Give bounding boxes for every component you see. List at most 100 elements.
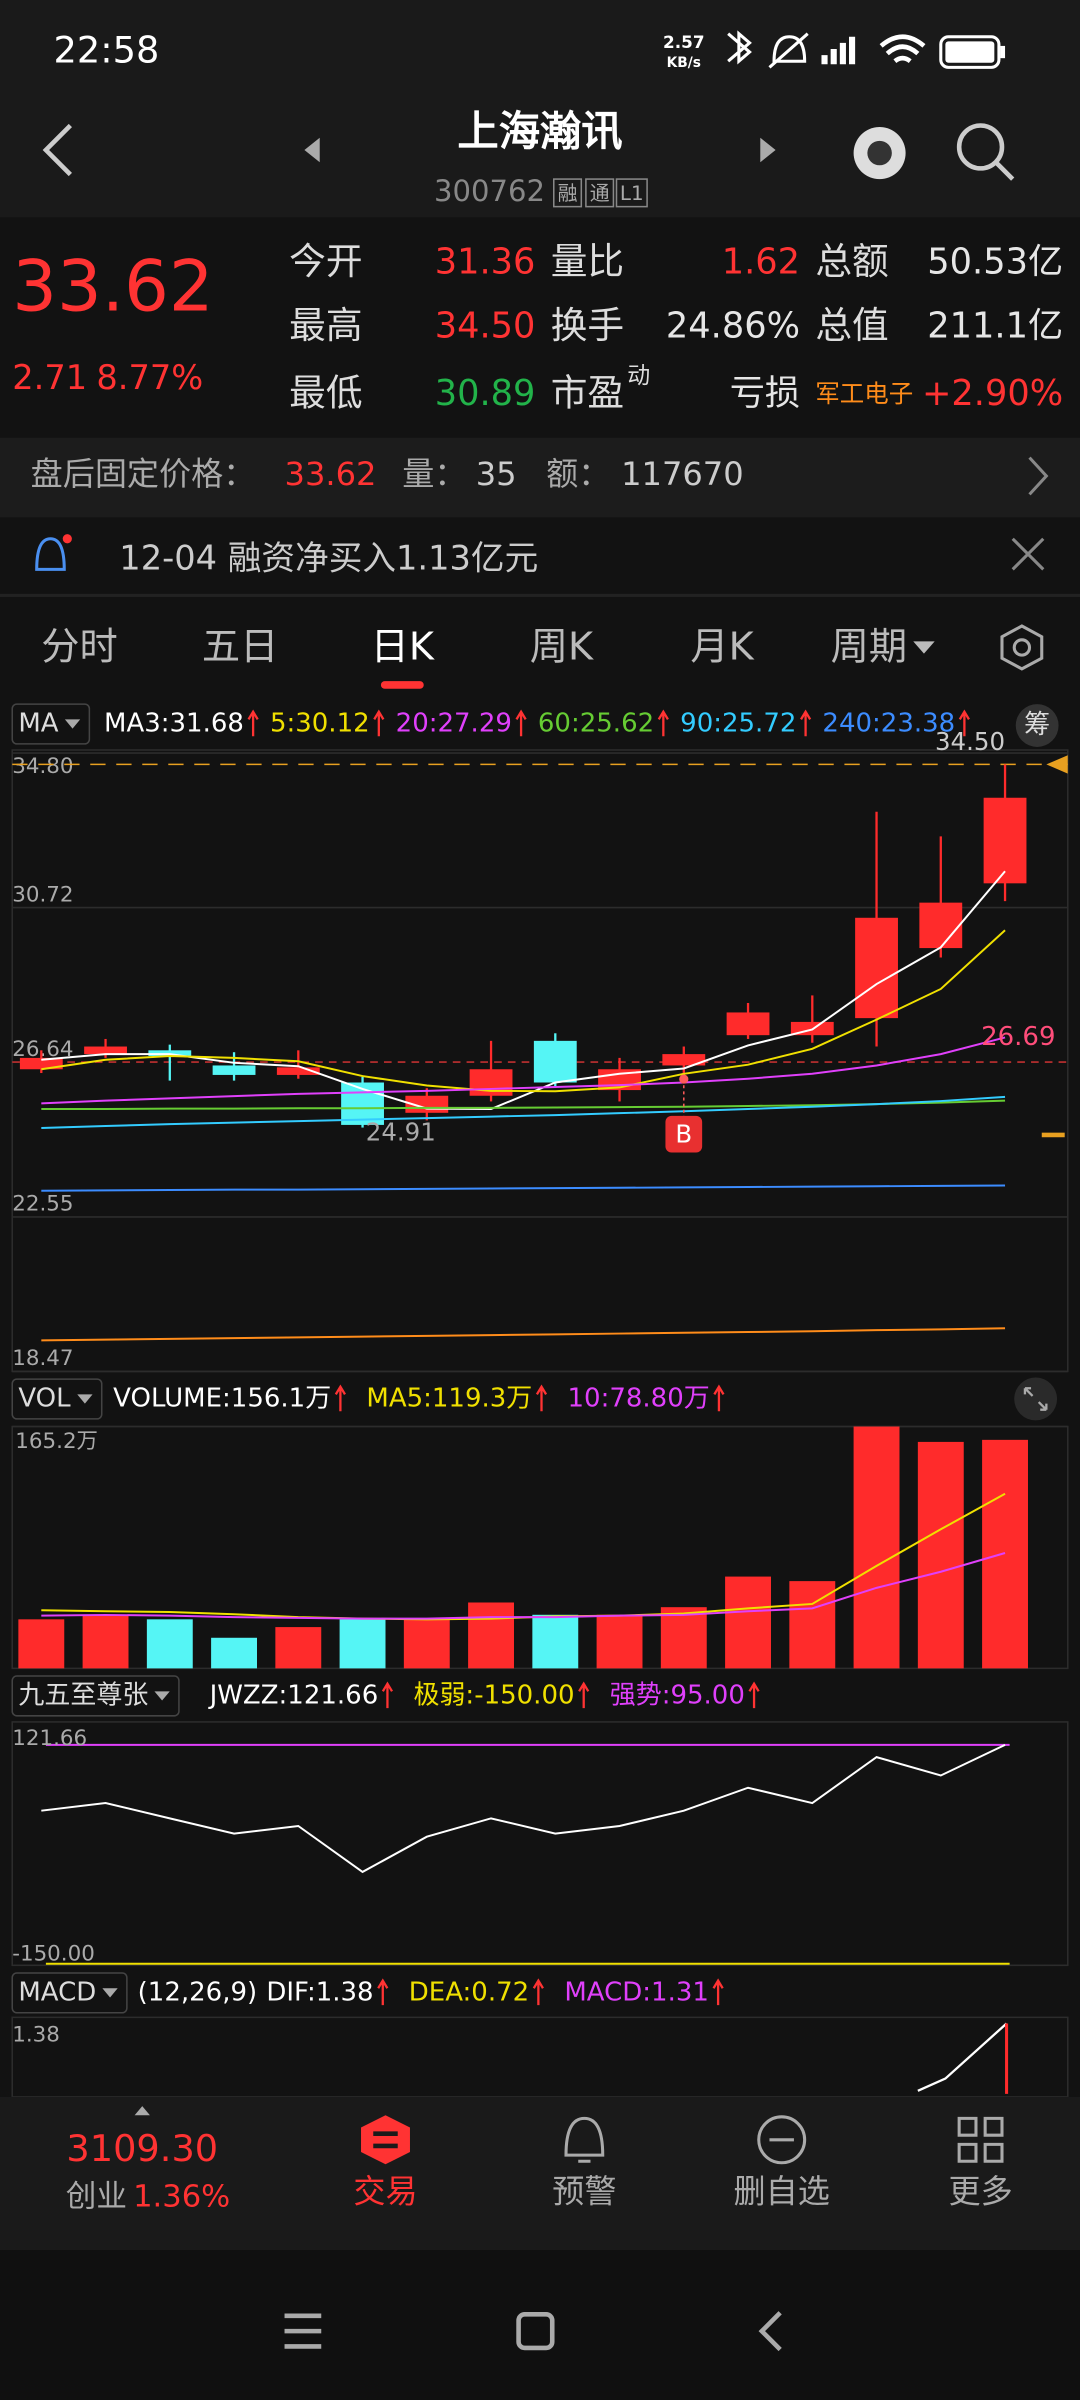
tab[interactable]: 日K	[371, 624, 435, 669]
bell-icon	[35, 537, 66, 571]
macd-bar	[1005, 2023, 1009, 2094]
selector-dropdown	[77, 1394, 93, 1404]
legend-entry: DIF:1.38	[266, 1977, 373, 2007]
jwzz-line	[41, 1743, 1006, 1874]
candle-body	[662, 1054, 706, 1066]
after-hours-vol: 35	[476, 455, 517, 493]
selector-box[interactable]	[11, 703, 91, 745]
back-key[interactable]	[758, 2311, 782, 2352]
prev-stock[interactable]	[304, 137, 320, 163]
remove-icon	[757, 2115, 807, 2165]
stat-label: 最高	[289, 304, 362, 347]
up-arrow	[535, 1384, 548, 1412]
y-tick-label: 30.72	[12, 882, 73, 907]
high-pointer	[1046, 755, 1068, 774]
marker-box	[665, 1115, 703, 1153]
ma-line	[41, 1327, 1006, 1342]
notice-close[interactable]	[1011, 537, 1045, 571]
next-stock[interactable]	[760, 137, 776, 163]
marker-label: B	[675, 1120, 692, 1149]
selector-dropdown	[64, 719, 81, 729]
candle-body	[84, 1046, 127, 1055]
settings-icon[interactable]	[1000, 624, 1044, 671]
stat-value: +2.90%	[922, 373, 1063, 414]
signal-icon	[821, 36, 856, 65]
expand-button[interactable]	[1014, 1377, 1058, 1421]
legend-entry: JWZZ:121.66	[208, 1680, 379, 1710]
nav-item[interactable]: 交易	[353, 2172, 417, 2210]
indicator-selector[interactable]: VOL	[18, 1383, 71, 1413]
system-nav-bg	[0, 2250, 1080, 2400]
bluetooth-icon	[727, 30, 752, 65]
jwzz-frame	[11, 1721, 1069, 1967]
volume-bar	[211, 1637, 257, 1669]
notice-text[interactable]: 12-04 融资净买入1.13亿元	[119, 539, 538, 578]
legend-entry: VOLUME:156.1万	[113, 1383, 331, 1413]
selector-box[interactable]	[11, 1675, 180, 1717]
volume-bar	[403, 1619, 450, 1669]
search-icon[interactable]	[956, 123, 1005, 171]
tab[interactable]: 五日	[202, 624, 278, 669]
up-arrow	[713, 1384, 725, 1412]
volume-bar	[275, 1627, 322, 1669]
indicator-selector[interactable]: MA	[18, 708, 58, 738]
high-label: 34.50	[935, 727, 1005, 756]
selector-box[interactable]	[11, 1378, 103, 1420]
candle-body	[212, 1065, 256, 1075]
candle-body	[983, 797, 1027, 884]
tab[interactable]: 周K	[530, 624, 594, 669]
index-up	[134, 2106, 150, 2116]
battery-icon	[939, 35, 1001, 69]
bottom-nav-bg	[0, 2096, 1080, 2250]
tab[interactable]: 分时	[41, 624, 117, 669]
y-tick-label: 22.55	[12, 1192, 73, 1217]
nav-item[interactable]: 预警	[552, 2172, 616, 2210]
badge-box	[585, 178, 615, 208]
volume-bar	[532, 1614, 579, 1669]
ma-legend: 90:25.72	[680, 708, 796, 738]
menu-key[interactable]	[284, 2313, 322, 2349]
macd-dif-line	[917, 2022, 1008, 2092]
after-hours-arrow[interactable]	[1028, 456, 1049, 496]
legend-entry: MA5:119.3万	[366, 1383, 532, 1413]
chip-button[interactable]	[1015, 704, 1059, 747]
tab[interactable]: 周期	[831, 624, 907, 669]
nav-item[interactable]: 删自选	[734, 2172, 830, 2210]
selector-box[interactable]	[11, 1972, 128, 2014]
stock-name: 上海瀚讯	[457, 108, 622, 156]
stat-label: 最低	[289, 371, 362, 414]
nav-item[interactable]: 更多	[948, 2172, 1012, 2210]
tab-underline	[380, 681, 424, 689]
stat-label: 今开	[289, 240, 362, 283]
stat-value: 31.36	[435, 241, 536, 282]
index-value[interactable]: 3109.30	[66, 2127, 218, 2170]
volume-bar	[853, 1426, 900, 1669]
wifi-icon	[879, 34, 926, 64]
home-key[interactable]	[516, 2311, 555, 2351]
chip-label: 筹	[1024, 710, 1050, 740]
marker-dot	[679, 1074, 689, 1084]
expand-icon	[1023, 1387, 1048, 1411]
up-arrow	[247, 709, 259, 737]
battery-level	[945, 41, 995, 63]
indicator-selector[interactable]: 九五至尊张	[18, 1680, 148, 1710]
alert-icon	[564, 2116, 605, 2163]
candle-body	[533, 1040, 577, 1083]
badge-box	[615, 178, 648, 208]
badge: L1	[620, 182, 644, 205]
indicator-selector[interactable]: MACD	[18, 1977, 96, 2007]
legend-entry: 极弱:-150.00	[413, 1680, 574, 1710]
y-tick-label: 34.80	[12, 754, 73, 779]
tab[interactable]: 月K	[690, 624, 754, 669]
volume-bar	[725, 1576, 771, 1669]
back-button[interactable]	[42, 123, 72, 177]
ma-legend: 5:30.12	[270, 708, 370, 738]
index-change: 1.36%	[133, 2179, 230, 2214]
stat-label: 总额	[815, 240, 888, 283]
stat-value: 30.89	[435, 373, 536, 414]
price-tick	[1041, 1132, 1065, 1138]
after-hours-vol-label: 量：	[402, 455, 466, 493]
y-tick-label: 121.66	[12, 1726, 87, 1751]
